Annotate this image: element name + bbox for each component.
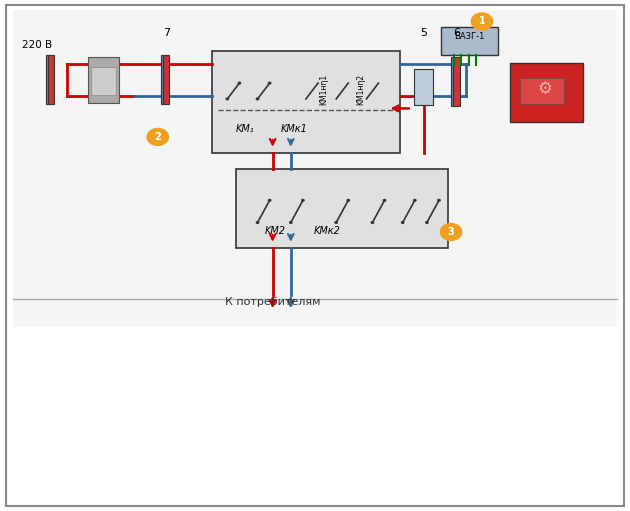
Text: KM₁: KM₁ — [236, 124, 255, 134]
Bar — [161, 55, 165, 104]
Text: KM1нη1: KM1нη1 — [319, 74, 329, 105]
Text: 2: 2 — [154, 132, 161, 142]
Circle shape — [413, 199, 416, 202]
Bar — [510, 63, 583, 122]
Circle shape — [335, 221, 338, 224]
Circle shape — [425, 221, 429, 224]
Bar — [88, 57, 119, 103]
Text: 1: 1 — [479, 16, 485, 27]
Bar — [415, 69, 433, 105]
Circle shape — [471, 12, 493, 31]
Text: 6: 6 — [454, 28, 461, 38]
Circle shape — [382, 199, 386, 202]
Text: 5: 5 — [420, 28, 427, 38]
Bar — [454, 57, 460, 106]
Bar — [91, 67, 116, 95]
Text: 220 В: 220 В — [21, 40, 52, 50]
Text: 7: 7 — [163, 28, 170, 38]
Text: 3: 3 — [448, 227, 454, 237]
Text: KM2: KM2 — [265, 225, 286, 236]
Circle shape — [256, 98, 260, 101]
Circle shape — [289, 221, 293, 224]
Circle shape — [401, 221, 404, 224]
Bar — [236, 169, 448, 248]
Bar — [451, 57, 455, 106]
Text: KMк1: KMк1 — [280, 124, 307, 134]
Circle shape — [268, 199, 272, 202]
Circle shape — [301, 199, 305, 202]
Circle shape — [370, 221, 374, 224]
Circle shape — [437, 199, 441, 202]
Circle shape — [440, 223, 462, 241]
Text: ⚙: ⚙ — [537, 80, 553, 98]
Bar — [163, 55, 169, 104]
Bar — [441, 27, 498, 55]
Circle shape — [238, 82, 241, 85]
Bar — [45, 55, 50, 104]
Bar — [48, 55, 54, 104]
Circle shape — [256, 221, 260, 224]
Circle shape — [346, 199, 350, 202]
Bar — [520, 79, 564, 104]
Text: К потребителям: К потребителям — [225, 297, 321, 307]
Circle shape — [226, 98, 229, 101]
Bar — [212, 52, 399, 153]
Circle shape — [268, 82, 272, 85]
Bar — [13, 10, 617, 327]
Text: KM1нη2: KM1нη2 — [356, 74, 365, 105]
Text: KMк2: KMк2 — [314, 225, 341, 236]
Circle shape — [146, 128, 169, 146]
Text: БАЗГ-1: БАЗГ-1 — [454, 32, 484, 41]
